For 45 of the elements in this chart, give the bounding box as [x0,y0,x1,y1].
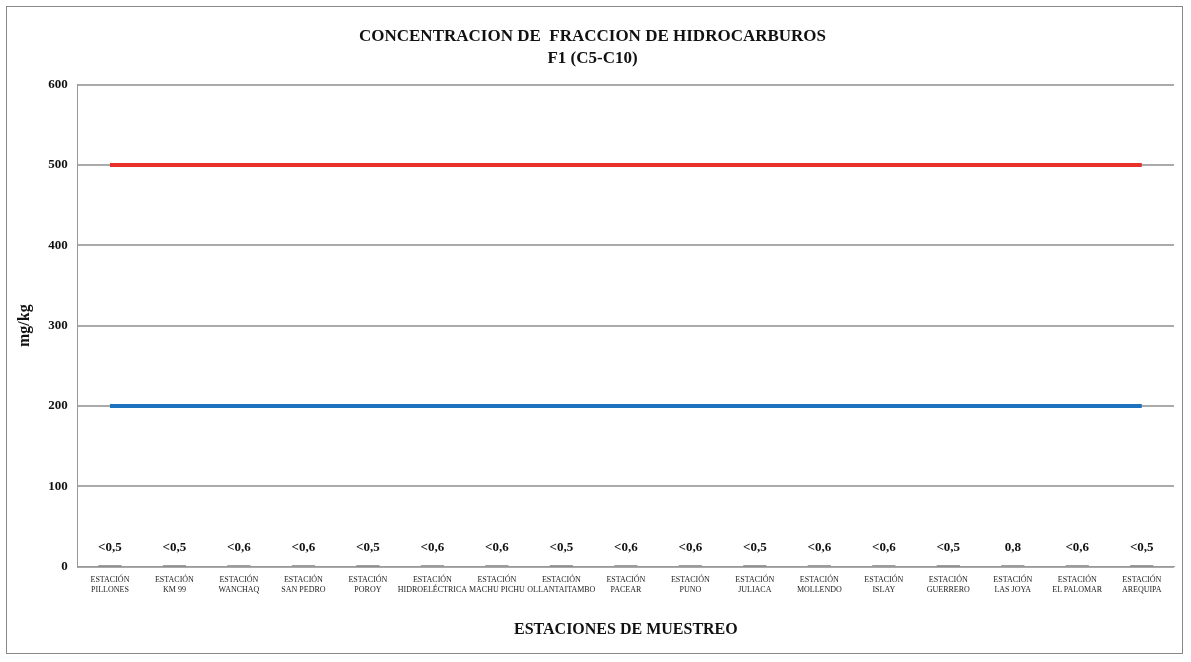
data-label: <0,5 [742,539,768,555]
data-label: <0,6 [227,538,252,554]
chart-title: CONCENTRACION DE FRACCION DE HIDROCARBUROS [358,25,827,45]
x-tick-label: ESTACIÓN AREQUIPA [1121,574,1162,595]
chart-subtitle: F1 (C5-C10) [547,47,638,67]
y-tick-label: 500 [48,156,68,172]
x-tick-label: ESTACIÓN PACEAR [606,574,646,595]
x-tick-label: ESTACIÓN PILLONES [90,574,130,595]
x-tick-label: ESTACIÓN GUERRERO [926,574,971,595]
data-label: <0,6 [871,538,897,554]
x-tick-label: ESTACIÓN HIDROELÉCTRICA [397,574,468,595]
y-tick-label: 400 [48,236,68,252]
data-label: <0,5 [162,539,187,555]
data-label: <0,6 [485,538,510,554]
y-tick-label: 200 [48,397,68,413]
data-label: <0,5 [936,539,961,555]
y-tick-label: 100 [48,477,68,493]
y-axis-title: mg/kg [14,304,33,348]
x-axis-title: ESTACIONES DE MUESTREO [513,619,738,637]
y-tick-label: 0 [61,557,68,573]
data-label: <0,6 [420,538,445,554]
data-label: <0,6 [807,538,832,554]
x-tick-label: ESTACIÓN LAS JOYA [993,574,1033,595]
x-tick-label: ESTACIÓN SAN PEDRO [281,574,326,595]
x-tick-label: ESTACIÓN EL PALOMAR [1052,574,1103,595]
x-tick-label: ESTACIÓN KM 99 [154,574,195,595]
x-tick-label: ESTACIÓN POROY [348,574,388,595]
data-label: <0,5 [549,539,574,555]
x-tick-label: ESTACIÓN OLLANTAITAMBO [527,574,596,595]
data-label: <0,5 [356,539,381,555]
data-label: <0,6 [614,538,639,554]
data-label: <0,5 [98,539,123,555]
data-label: 0,8 [1004,538,1022,554]
x-tick-label: ESTACIÓN ISLAY [864,574,904,595]
y-tick-label: 300 [48,317,68,333]
x-tick-label: ESTACIÓN MOLLENDO [796,574,842,595]
x-tick-label: ESTACIÓN MACHU PICHU [468,574,525,595]
x-tick-label: ESTACIÓN WANCHAQ [218,574,260,595]
x-tick-label: ESTACIÓN JULIACA [735,574,775,595]
data-label: <0,6 [1065,538,1090,554]
data-label: <0,6 [291,538,316,554]
x-tick-label: ESTACIÓN PUNO [670,574,711,595]
data-label: <0,6 [678,538,703,554]
y-tick-label: 600 [48,76,68,92]
data-label: <0,5 [1129,539,1155,555]
